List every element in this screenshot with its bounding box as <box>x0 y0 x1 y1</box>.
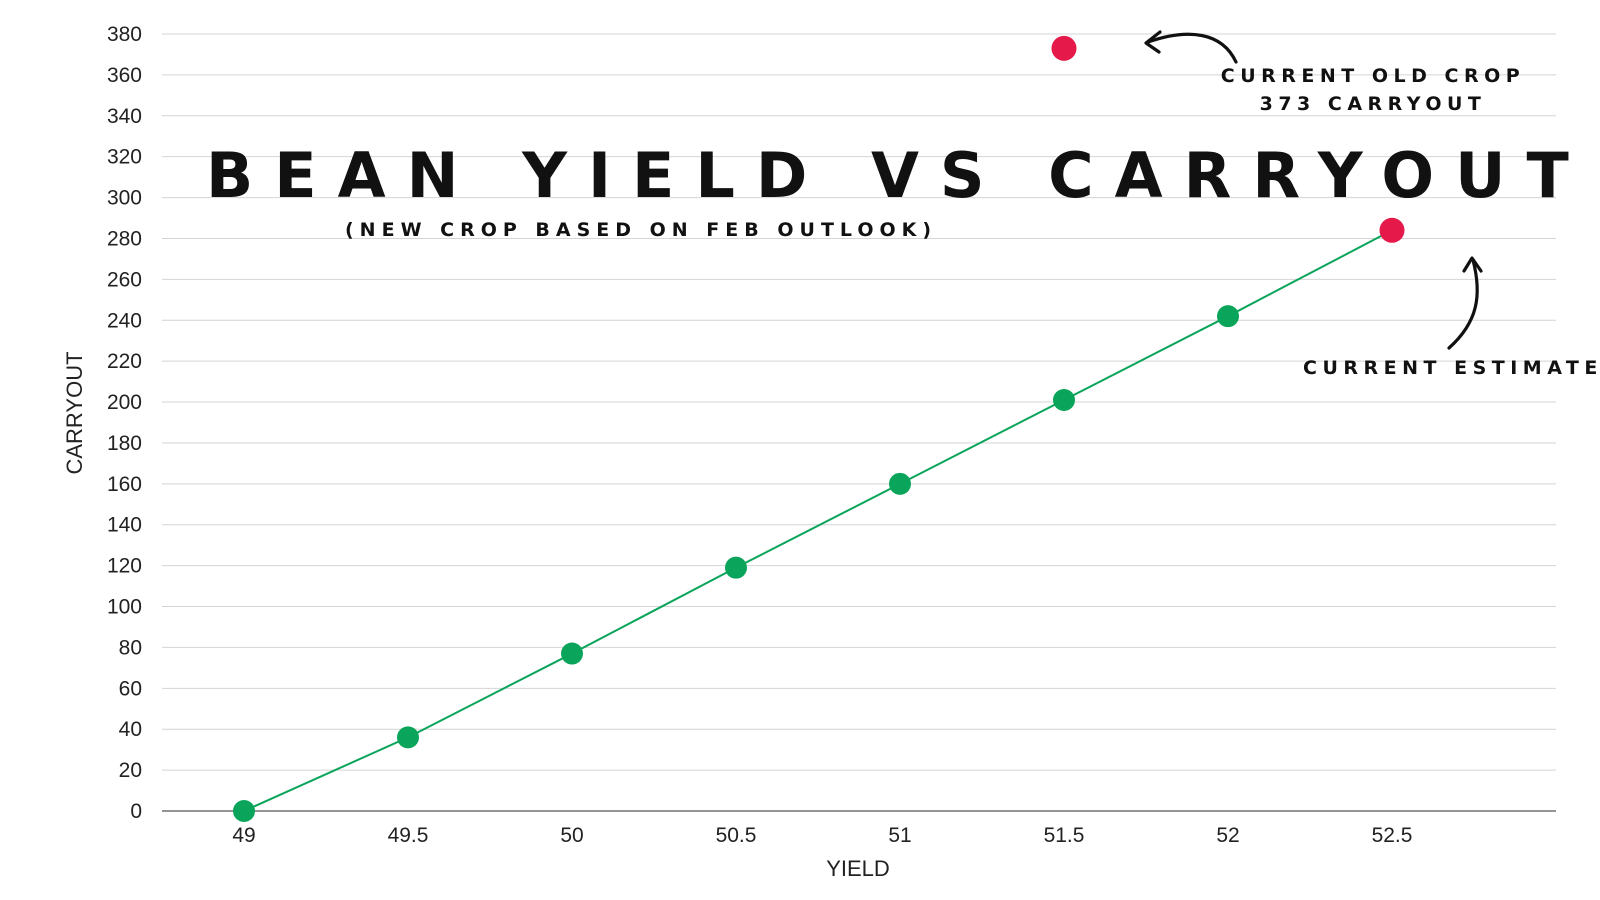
y-tick-label: 260 <box>107 268 142 291</box>
y-tick-label: 140 <box>107 514 142 537</box>
y-tick-label: 320 <box>107 146 142 169</box>
data-series <box>233 35 1405 822</box>
current-estimate-point <box>1379 217 1405 243</box>
x-tick-label: 51.5 <box>1044 824 1085 847</box>
y-tick-label: 160 <box>107 473 142 496</box>
y-tick-label: 200 <box>107 391 142 414</box>
old-crop-point <box>1051 35 1077 61</box>
y-axis-label: CARRYOUT <box>62 351 87 474</box>
annotation-current-estimate: CURRENT ESTIMATE <box>1303 357 1600 379</box>
x-tick-label: 52.5 <box>1372 824 1413 847</box>
grid-lines <box>162 33 1556 771</box>
y-tick-label: 0 <box>130 800 142 823</box>
x-tick-label: 49 <box>232 824 255 847</box>
y-tick-label: 120 <box>107 555 142 578</box>
data-point-1 <box>397 726 419 749</box>
data-point-3 <box>725 556 747 579</box>
y-tick-label: 360 <box>107 64 142 87</box>
y-tick-label: 300 <box>107 187 142 210</box>
y-tick-label: 180 <box>107 432 142 455</box>
y-tick-label: 340 <box>107 105 142 128</box>
data-point-0 <box>233 800 255 822</box>
y-tick-label: 380 <box>107 23 142 46</box>
data-point-5 <box>1053 389 1075 412</box>
chart-subtitle: (NEW CROP BASED ON FEB OUTLOOK) <box>345 219 937 241</box>
y-tick-label: 20 <box>119 759 142 782</box>
x-axis-label: YIELD <box>826 856 890 881</box>
y-tick-label: 220 <box>107 350 142 373</box>
y-axis-ticks: 0 20 40 60 80 100 120 140 160 180 200 220 240 260 280 3… <box>107 23 142 823</box>
y-tick-label: 40 <box>119 718 142 741</box>
arrow-current-estimate-icon <box>1447 256 1483 350</box>
y-tick-label: 60 <box>119 677 142 700</box>
data-point-4 <box>889 472 911 495</box>
series-line <box>243 229 1393 812</box>
y-tick-label: 240 <box>107 309 142 332</box>
x-tick-label: 51 <box>888 824 911 847</box>
y-tick-label: 80 <box>119 636 142 659</box>
annotation-old-crop-line2: 373 CARRYOUT <box>1260 93 1487 115</box>
annotation-old-crop-line1: CURRENT OLD CROP <box>1221 65 1525 87</box>
y-tick-label: 280 <box>107 227 142 250</box>
x-tick-label: 50 <box>560 824 583 847</box>
x-tick-label: 49.5 <box>388 824 429 847</box>
x-tick-label: 50.5 <box>716 824 757 847</box>
y-tick-label: 100 <box>107 596 142 619</box>
x-axis-ticks: 49 49.5 50 50.5 51 51.5 52 52.5 <box>232 824 1412 847</box>
arrow-old-crop-icon <box>1144 30 1238 64</box>
data-point-2 <box>561 642 583 665</box>
chart-title: BEAN YIELD VS CARRYOUT <box>206 139 1590 212</box>
data-point-6 <box>1217 305 1239 328</box>
x-tick-label: 52 <box>1216 824 1239 847</box>
